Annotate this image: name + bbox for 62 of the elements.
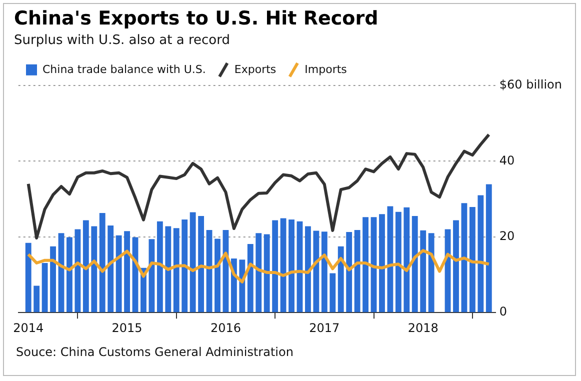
- bar: [428, 233, 434, 312]
- bar: [108, 226, 114, 312]
- bar: [99, 213, 106, 312]
- bar: [156, 221, 163, 312]
- bar: [296, 221, 303, 312]
- bar: [330, 273, 336, 312]
- bar: [321, 232, 328, 312]
- bar: [256, 233, 262, 312]
- bar: [280, 218, 286, 312]
- bar: [420, 230, 426, 312]
- bar: [412, 216, 418, 312]
- bar: [264, 234, 270, 312]
- bar: [190, 212, 196, 312]
- y-tick-label: $60 billion: [499, 78, 562, 92]
- legend-label: Imports: [304, 62, 348, 76]
- chart-title: China's Exports to U.S. Hit Record: [14, 7, 378, 30]
- bar: [50, 246, 56, 312]
- bar: [173, 228, 180, 312]
- bar: [387, 206, 394, 312]
- bar: [165, 226, 172, 312]
- bar: [370, 217, 377, 312]
- bar: [66, 237, 72, 312]
- bar: [214, 238, 220, 312]
- bar: [346, 232, 352, 312]
- bar: [247, 244, 254, 312]
- x-tick-label: 2016: [210, 320, 241, 335]
- bar: [182, 219, 188, 312]
- bar: [395, 212, 402, 312]
- bar: [198, 216, 204, 312]
- bar: [338, 246, 344, 312]
- bar: [74, 229, 81, 312]
- bar: [82, 220, 89, 312]
- x-tick-label: 2018: [408, 320, 438, 335]
- bar: [272, 220, 278, 312]
- bar: [124, 231, 130, 312]
- legend-label: Exports: [234, 62, 276, 76]
- bar: [91, 226, 98, 312]
- bar: [34, 286, 40, 312]
- legend-label: China trade balance with U.S.: [42, 62, 206, 76]
- chart-subtitle: Surplus with U.S. also at a record: [14, 32, 230, 48]
- y-tick-label: 20: [499, 228, 515, 243]
- bar: [404, 207, 410, 312]
- text: Souce: China Customs General Administration: [16, 345, 294, 359]
- bar: [25, 242, 32, 312]
- bar: [116, 235, 122, 312]
- bar: [461, 203, 468, 312]
- bar: [305, 226, 311, 312]
- bar: [486, 184, 492, 312]
- bar: [379, 214, 385, 312]
- x-tick-label: 2014: [13, 320, 44, 335]
- x-tick-label: 2017: [309, 320, 340, 335]
- bar: [42, 262, 48, 312]
- y-tick-label: 40: [499, 153, 515, 168]
- bar: [288, 219, 294, 312]
- y-tick-label: 0: [499, 304, 508, 319]
- bar: [478, 195, 484, 312]
- bar: [362, 217, 368, 312]
- bar: [354, 230, 360, 312]
- bar: [453, 220, 459, 312]
- bar: [313, 230, 320, 312]
- bar: [469, 206, 476, 312]
- x-tick-label: 2015: [112, 320, 142, 335]
